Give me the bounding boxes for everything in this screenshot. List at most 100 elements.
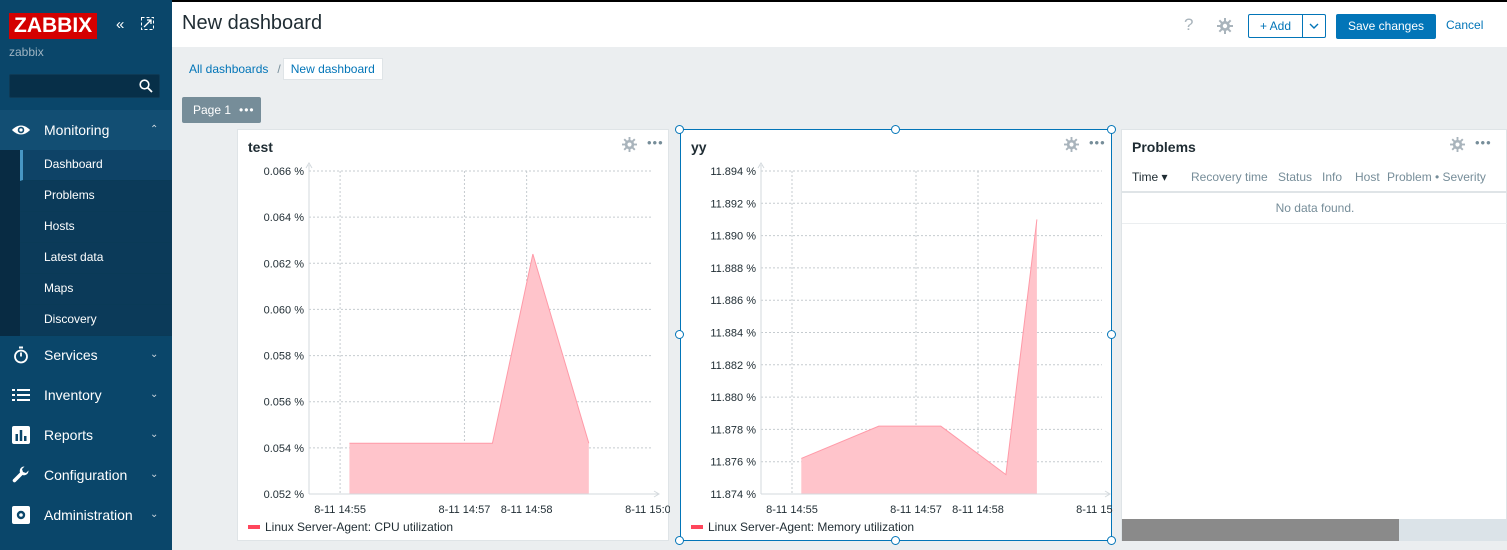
- menu-reports[interactable]: Reports ⌄: [0, 415, 172, 455]
- resize-handle-top[interactable]: [891, 125, 900, 134]
- menu-services-label: Services: [44, 347, 98, 363]
- menu-services[interactable]: Services ⌄: [0, 335, 172, 375]
- horizontal-scrollbar[interactable]: [1122, 519, 1507, 541]
- monitoring-submenu: Dashboard Problems Hosts Latest data Map…: [0, 150, 172, 336]
- column-problem-severity[interactable]: Problem • Severity: [1387, 170, 1486, 184]
- widget-menu-icon[interactable]: •••: [1475, 135, 1492, 150]
- search-icon[interactable]: [139, 79, 153, 93]
- y-tick-label: 11.894 %: [710, 166, 756, 178]
- page-header: New dashboard ? + Add Save changes Cance…: [172, 0, 1507, 47]
- x-tick-label: 8-11 14:57: [890, 504, 942, 516]
- scrollbar-thumb[interactable]: [1122, 519, 1399, 541]
- breadcrumb-separator: /: [277, 62, 281, 76]
- resize-handle-right[interactable]: [1107, 330, 1116, 339]
- y-tick-label: 11.882 %: [710, 360, 756, 372]
- cancel-link[interactable]: Cancel: [1446, 18, 1484, 32]
- resize-handle-bottom[interactable]: [891, 536, 900, 545]
- submenu-maps[interactable]: Maps: [20, 274, 172, 305]
- widget-menu-icon[interactable]: •••: [1089, 135, 1106, 150]
- add-dropdown-button[interactable]: [1302, 14, 1326, 38]
- submenu-latest-data[interactable]: Latest data: [20, 243, 172, 274]
- widget-settings-icon[interactable]: [1064, 137, 1079, 152]
- series-area: [349, 254, 589, 494]
- y-tick-label: 0.052 %: [264, 489, 305, 501]
- y-tick-label: 11.876 %: [710, 457, 756, 469]
- column-recovery-time: Recovery time: [1191, 170, 1268, 184]
- search-input[interactable]: [10, 75, 130, 97]
- chevron-down-icon: [1309, 23, 1319, 29]
- breadcrumb-current[interactable]: New dashboard: [282, 58, 383, 80]
- sidebar-search[interactable]: [9, 74, 160, 98]
- graph-widget-yy[interactable]: yy ••• 11.894 % 11.892 % 11.890 % 11.888 % 1…: [680, 129, 1113, 541]
- eye-icon: [11, 110, 31, 150]
- resize-handle-top-right[interactable]: [1107, 125, 1116, 134]
- wrench-icon: [11, 455, 31, 495]
- y-tick-label: 11.890 %: [710, 231, 756, 243]
- menu-administration[interactable]: Administration ⌄: [0, 495, 172, 535]
- menu-configuration-label: Configuration: [44, 467, 128, 483]
- legend-swatch: [248, 525, 260, 529]
- menu-monitoring[interactable]: Monitoring ⌃: [0, 110, 172, 150]
- legend-label: Linux Server-Agent: Memory utilization: [708, 520, 915, 534]
- problems-table-header: Time ▾ Recovery time Status Info Host Pr…: [1122, 167, 1507, 193]
- submenu-discovery[interactable]: Discovery: [20, 305, 172, 336]
- dashboard-page-tab[interactable]: Page 1 •••: [182, 97, 261, 123]
- resize-handle-bottom-left[interactable]: [675, 536, 684, 545]
- sidebar: ZABBIX « zabbix Monitoring ⌃ Dashboard P…: [0, 0, 172, 550]
- list-icon: [11, 375, 31, 415]
- help-icon[interactable]: ?: [1184, 15, 1194, 34]
- x-tick-label: 8-11 14:55: [314, 504, 366, 516]
- submenu-problems[interactable]: Problems: [20, 181, 172, 212]
- resize-handle-bottom-right[interactable]: [1107, 536, 1116, 545]
- y-tick-label: 11.888 %: [710, 263, 756, 275]
- menu-monitoring-label: Monitoring: [44, 122, 110, 138]
- x-axis-arrow: [653, 490, 660, 498]
- y-tick-label: 0.054 %: [264, 443, 305, 455]
- no-data-message: No data found.: [1122, 195, 1507, 224]
- widget-title: yy: [691, 139, 707, 155]
- page-tab-menu-icon[interactable]: •••: [239, 103, 255, 117]
- x-tick-label: 8-11 14:58: [952, 504, 1004, 516]
- resize-handle-top-left[interactable]: [675, 125, 684, 134]
- graph-widget-test[interactable]: test ••• 0.066 % 0.064 % 0.062 % 0.060 % 0.0…: [237, 129, 670, 541]
- save-changes-button[interactable]: Save changes: [1336, 14, 1436, 39]
- gear-icon: [11, 495, 31, 535]
- y-tick-label: 0.058 %: [264, 351, 305, 363]
- chevron-down-icon: ⌄: [150, 509, 159, 520]
- cpu-utilization-graph: 0.066 % 0.064 % 0.062 % 0.060 % 0.058 % 0.056…: [264, 162, 670, 516]
- widget-settings-icon[interactable]: [1450, 137, 1465, 152]
- menu-administration-label: Administration: [44, 507, 133, 523]
- graph-legend: Linux Server-Agent: Memory utilization: [691, 520, 914, 534]
- chevron-up-icon: ⌃: [150, 124, 159, 135]
- x-tick-label: 8-11 15:00: [1076, 504, 1113, 516]
- add-widget-button[interactable]: + Add: [1248, 14, 1303, 38]
- y-axis-arrow: [305, 162, 313, 169]
- collapse-sidebar-icon[interactable]: «: [116, 16, 125, 33]
- column-time[interactable]: Time ▾: [1132, 170, 1168, 184]
- add-label: Add: [1269, 19, 1292, 33]
- submenu-hosts[interactable]: Hosts: [20, 212, 172, 243]
- widget-menu-icon[interactable]: •••: [647, 135, 664, 150]
- kiosk-mode-icon[interactable]: [141, 17, 154, 30]
- y-tick-label: 11.884 %: [710, 328, 756, 340]
- breadcrumb-all-dashboards[interactable]: All dashboards: [189, 62, 269, 76]
- chevron-down-icon: ⌄: [150, 349, 159, 360]
- stopwatch-icon: [11, 335, 31, 375]
- page-tab-label: Page 1: [193, 103, 232, 117]
- menu-inventory[interactable]: Inventory ⌄: [0, 375, 172, 415]
- y-tick-label: 0.060 %: [264, 304, 305, 316]
- menu-configuration[interactable]: Configuration ⌄: [0, 455, 172, 495]
- y-axis-arrow: [757, 162, 765, 169]
- column-host: Host: [1355, 170, 1380, 184]
- submenu-dashboard[interactable]: Dashboard: [20, 150, 172, 181]
- resize-handle-left[interactable]: [675, 330, 684, 339]
- widget-title: test: [248, 139, 273, 155]
- series-line: [801, 219, 1038, 476]
- y-tick-label: 0.064 %: [264, 212, 305, 224]
- y-tick-label: 11.892 %: [710, 198, 756, 210]
- x-tick-label: 8-11 15:00: [625, 504, 670, 516]
- widget-settings-icon[interactable]: [622, 137, 637, 152]
- zabbix-logo[interactable]: ZABBIX: [9, 13, 98, 39]
- gear-icon[interactable]: [1217, 18, 1233, 34]
- problems-widget[interactable]: Problems ••• Time ▾ Recovery time Status…: [1121, 129, 1507, 541]
